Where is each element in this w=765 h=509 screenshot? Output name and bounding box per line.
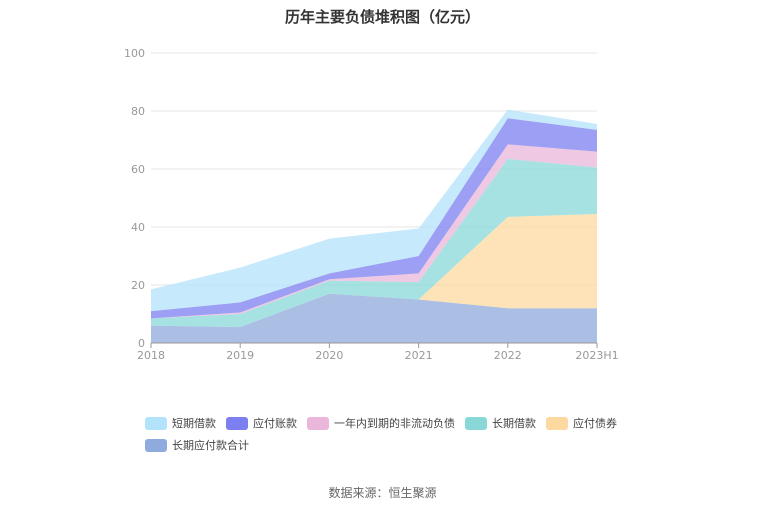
x-tick-label: 2022 xyxy=(494,349,522,362)
area-series-2 xyxy=(151,158,597,328)
y-tick-label: 80 xyxy=(131,105,145,118)
legend-swatch xyxy=(307,416,329,430)
legend-label: 长期应付款合计 xyxy=(172,439,249,452)
legend-label: 应付债券 xyxy=(573,417,617,430)
area-series-5 xyxy=(151,109,597,312)
y-tick-label: 20 xyxy=(131,279,145,292)
legend-swatch xyxy=(145,416,167,430)
legend-item[interactable]: 应付账款 xyxy=(226,416,297,430)
legend-label: 长期借款 xyxy=(492,417,536,430)
legend-label: 应付账款 xyxy=(253,417,297,430)
y-tick-label: 60 xyxy=(131,163,145,176)
y-tick-label: 100 xyxy=(124,47,145,60)
legend-item[interactable]: 短期借款 xyxy=(145,416,216,430)
legend-item[interactable]: 一年内到期的非流动负债 xyxy=(307,416,455,430)
x-tick-label: 2019 xyxy=(226,349,254,362)
legend-label: 一年内到期的非流动负债 xyxy=(334,417,455,430)
x-tick-label: 2018 xyxy=(137,349,165,362)
legend-item[interactable]: 长期应付款合计 xyxy=(145,438,249,452)
data-source: 数据来源：恒生聚源 xyxy=(328,486,437,500)
axis-layer: 0 20 40 60 80 100 2018 2019 2020 2021 2022 2023H1 xyxy=(124,47,619,362)
y-tick-label: 0 xyxy=(138,337,145,350)
legend-swatch xyxy=(546,416,568,430)
legend-swatch xyxy=(145,438,167,452)
area-series-3 xyxy=(151,144,597,319)
area-series-0 xyxy=(151,293,597,343)
area-series-1 xyxy=(151,213,597,328)
legend-item[interactable]: 应付债券 xyxy=(546,416,617,430)
y-tick-label: 40 xyxy=(131,221,145,234)
x-tick-label: 2021 xyxy=(405,349,433,362)
legend-item[interactable]: 长期借款 xyxy=(465,416,536,430)
chart-title: 历年主要负债堆积图（亿元） xyxy=(284,8,480,26)
x-tick-label: 2023H1 xyxy=(575,349,618,362)
x-tick-label: 2020 xyxy=(315,349,343,362)
legend-swatch xyxy=(465,416,487,430)
area-layer xyxy=(151,109,597,343)
legend: 短期借款 应付账款 一年内到期的非流动负债 长期借款 应付债券长期应付款合计 xyxy=(145,416,645,460)
legend-label: 短期借款 xyxy=(172,417,216,430)
legend-swatch xyxy=(226,416,248,430)
area-series-4 xyxy=(151,118,597,319)
